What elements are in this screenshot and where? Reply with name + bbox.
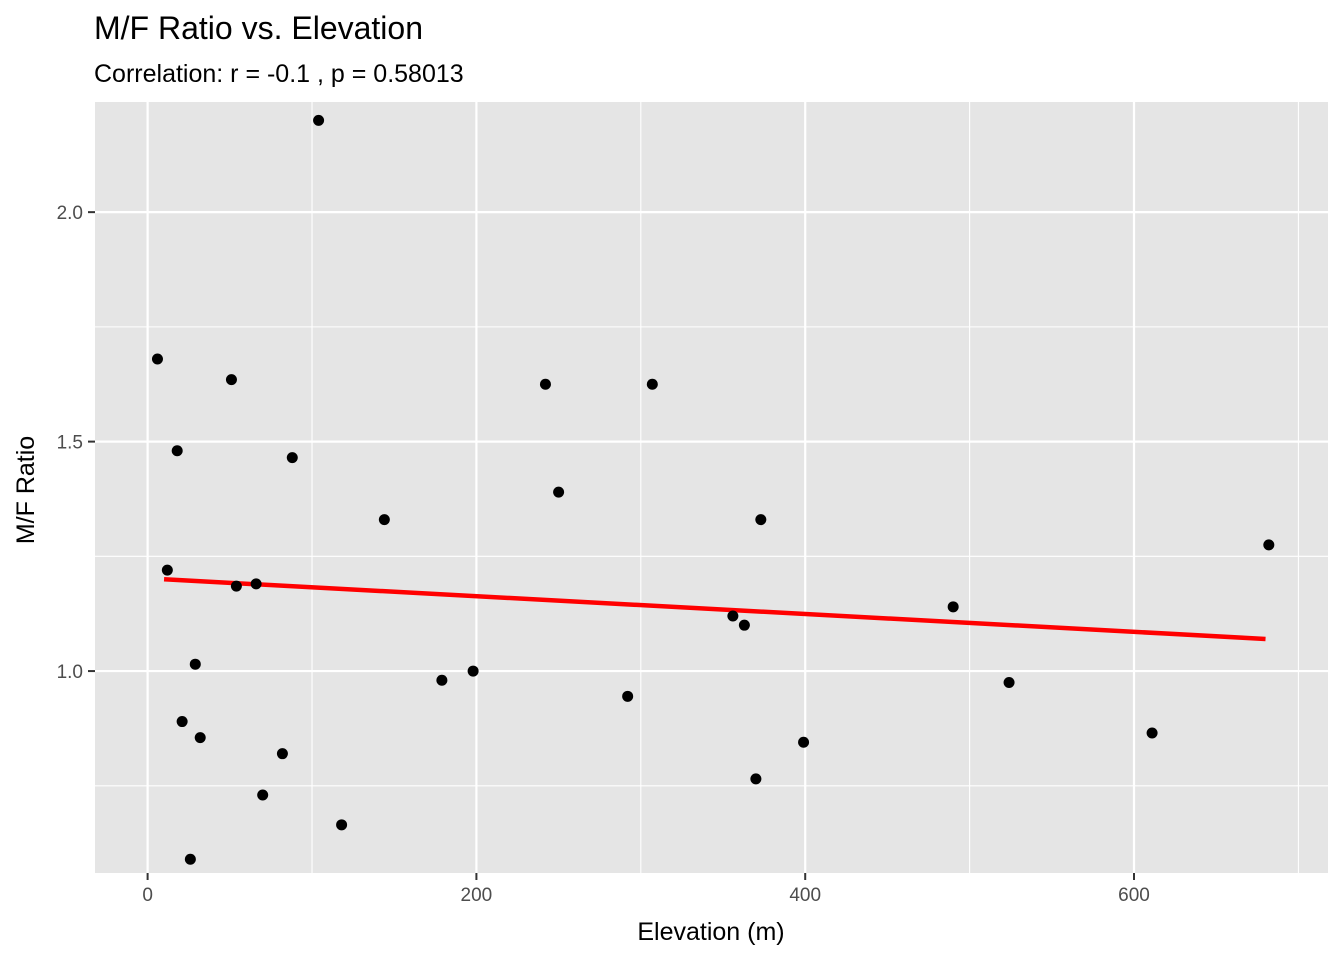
data-point: [151, 353, 163, 365]
data-point: [1263, 539, 1275, 551]
y-axis: 1.0 1.5 2.0: [57, 203, 95, 683]
data-point: [553, 486, 565, 498]
data-point: [1146, 727, 1158, 739]
data-point: [336, 819, 348, 831]
chart-title: M/F Ratio vs. Elevation: [94, 10, 423, 46]
data-point: [176, 716, 188, 728]
data-point: [313, 114, 325, 126]
data-point: [189, 658, 201, 670]
data-point: [798, 736, 810, 748]
x-axis-title: Elevation (m): [637, 918, 784, 946]
data-point: [161, 564, 173, 576]
points-layer: [151, 114, 1275, 865]
data-point: [750, 773, 762, 785]
data-point: [378, 514, 390, 526]
minor-gridlines: [95, 102, 1328, 873]
data-point: [727, 610, 739, 622]
data-point: [539, 378, 551, 390]
x-axis: 0 200 400 600: [142, 873, 1150, 906]
x-tick-label: 600: [1118, 885, 1150, 906]
trend-line-layer: [163, 577, 1266, 642]
y-tick-label: 1.5: [57, 433, 83, 454]
data-point: [286, 452, 298, 464]
data-point: [184, 853, 196, 865]
x-tick-label: 0: [142, 885, 153, 906]
x-tick-label: 200: [461, 885, 493, 906]
data-point: [225, 374, 237, 386]
y-tick-label: 1.0: [57, 662, 83, 683]
data-point: [755, 514, 767, 526]
data-point: [250, 578, 262, 590]
data-point: [194, 732, 206, 744]
y-tick-label: 2.0: [57, 203, 83, 224]
chart-subtitle: Correlation: r = -0.1 , p = 0.58013: [94, 60, 464, 88]
y-axis-title: M/F Ratio: [12, 436, 40, 544]
data-point: [1003, 677, 1015, 689]
data-point: [646, 378, 658, 390]
data-point: [276, 748, 288, 760]
data-point: [257, 789, 269, 801]
data-point: [230, 580, 242, 592]
data-point: [171, 445, 183, 457]
plot-panel: [95, 102, 1328, 873]
data-point: [436, 674, 448, 686]
data-point: [947, 601, 959, 613]
x-tick-label: 400: [789, 885, 821, 906]
trend-line: [163, 577, 1266, 642]
data-point: [467, 665, 479, 677]
data-point: [738, 619, 750, 631]
data-point: [622, 690, 634, 702]
